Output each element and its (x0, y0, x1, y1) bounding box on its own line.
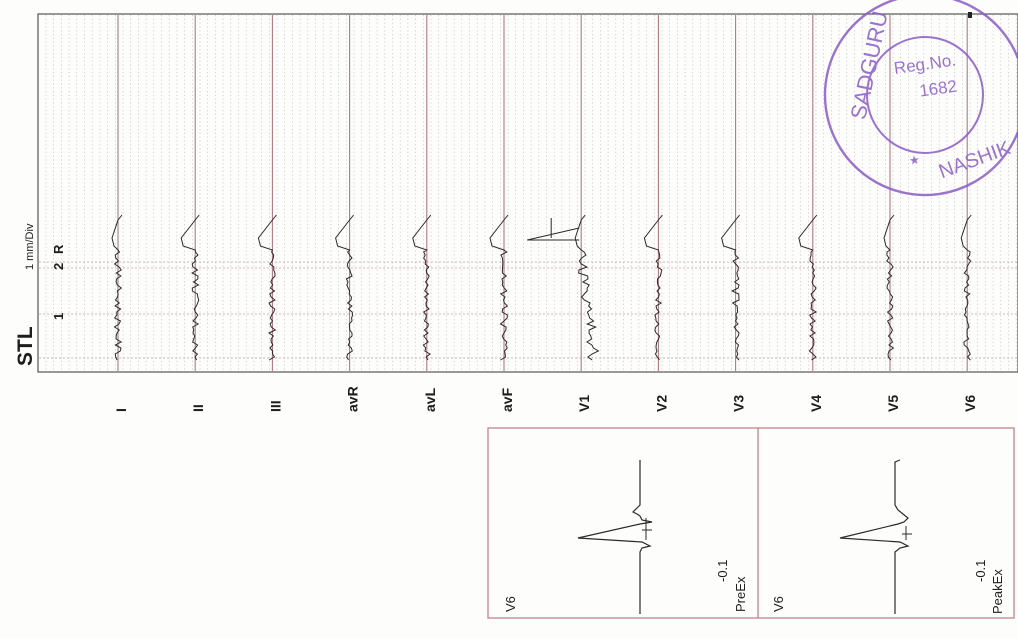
strip-grid (39, 15, 1017, 371)
lead-trace-avr (335, 214, 354, 361)
lead-label-iii: III (267, 400, 283, 412)
lead-labels: I II III avR avL avF V1 V2 V3 V4 V5 V6 (113, 386, 978, 412)
lead-label-i: I (113, 408, 129, 412)
panel-st-value: -0.1 (715, 560, 730, 582)
panel-lead-label: V6 (771, 596, 786, 612)
complex-panel-preex: V6 -0.1 PreEx (503, 460, 748, 614)
lead-label-v5: V5 (885, 395, 901, 412)
lead-label-v1: V1 (576, 395, 592, 412)
lead-trace-ii (180, 214, 200, 361)
complex-panel-peakex: V6 -0.1 PeakEx (771, 459, 1005, 614)
st-level-strip (37, 13, 1018, 373)
lead-trace-v4 (798, 214, 818, 361)
lead-trace-v2 (643, 214, 663, 361)
lead-label-avl: avL (422, 387, 438, 412)
stamp-star: ★ (908, 152, 921, 167)
scale-label: 1 mm/Div (24, 223, 36, 270)
stamp-outer-ring (823, 0, 1018, 197)
lead-label-avr: avR (345, 386, 361, 412)
complex-panel-frame (487, 427, 1015, 619)
section-title: STL (14, 326, 37, 366)
lead-trace-v5 (883, 214, 895, 361)
stamp-inner-ring (866, 35, 984, 154)
corner-mark (968, 12, 972, 18)
panel-stage-label: PreEx (733, 576, 748, 612)
complex-trace-preex-st (642, 518, 652, 540)
lead-label-ii: II (190, 404, 206, 412)
lead-trace-v3 (721, 214, 740, 361)
lead-label-avf: avF (499, 387, 515, 412)
lead-trace-avl (412, 214, 432, 361)
lead-traces (111, 214, 972, 361)
complex-trace-peakex-st (902, 526, 912, 540)
panel-lead-label: V6 (503, 596, 518, 612)
lead-trace-avf (489, 214, 509, 361)
scale-area: STL 1 mm/Div 1 2 R (14, 223, 66, 366)
lead-label-v6: V6 (962, 395, 978, 412)
lead-trace-v1-complex (527, 218, 580, 241)
scale-tick-1: 1 (51, 313, 66, 320)
scale-tick-r: R (51, 244, 66, 254)
panel-stage-label: PeakEx (990, 569, 1005, 614)
lead-label-v4: V4 (808, 395, 824, 412)
lead-trace-i (111, 214, 123, 361)
panel-st-value: -0.1 (973, 560, 988, 582)
lead-label-v2: V2 (653, 395, 669, 412)
complex-trace-peakex (839, 459, 910, 614)
lead-trace-iii (257, 214, 277, 361)
scale-tick-2: 2 (51, 263, 66, 270)
complex-trace-preex (577, 460, 653, 614)
lead-trace-v6 (960, 214, 972, 361)
complex-panels: V6 -0.1 PreEx V6 -0.1 PeakEx (487, 427, 1015, 619)
lead-trace-v1 (574, 214, 600, 361)
lead-label-v3: V3 (731, 395, 747, 412)
